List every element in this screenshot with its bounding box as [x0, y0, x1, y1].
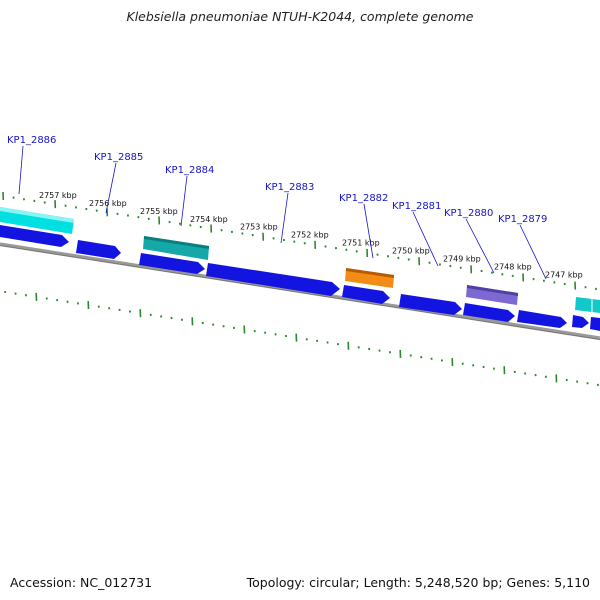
kbp-label: 2755 kbp — [140, 207, 178, 216]
gene-label-kp1-2883[interactable]: KP1_2883 — [265, 182, 314, 193]
gene-arrow[interactable] — [463, 303, 515, 322]
gene-label-kp1-2880[interactable]: KP1_2880 — [444, 208, 493, 219]
gene-labels: KP1_2886 KP1_2885 KP1_2884 KP1_2883 KP1_… — [7, 135, 547, 280]
feature-track — [0, 207, 600, 313]
kbp-label: 2751 kbp — [342, 239, 380, 248]
gene-label-kp1-2886[interactable]: KP1_2886 — [7, 135, 56, 146]
gene-arrow[interactable] — [517, 310, 567, 328]
accession-text: Accession: NC_012731 — [10, 575, 153, 590]
kbp-label: 2748 kbp — [494, 262, 532, 271]
gene-arrow[interactable] — [206, 263, 340, 296]
forward-genes — [0, 225, 600, 331]
gene-label-kp1-2882[interactable]: KP1_2882 — [339, 193, 388, 204]
gene-arrow[interactable] — [342, 285, 390, 304]
feature-edge-cyan[interactable] — [575, 297, 600, 313]
gene-arrow[interactable] — [0, 225, 69, 247]
feature-kp1-2882[interactable] — [345, 268, 394, 288]
kbp-label: 2754 kbp — [190, 215, 228, 224]
map-title: Klebsiella pneumoniae NTUH-K2044, comple… — [126, 9, 474, 24]
kbp-label: 2750 kbp — [392, 246, 430, 255]
gene-label-kp1-2884[interactable]: KP1_2884 — [165, 165, 214, 176]
kbp-label: 2752 kbp — [291, 231, 329, 240]
gene-arrow[interactable] — [76, 240, 121, 259]
gene-label-kp1-2879[interactable]: KP1_2879 — [498, 214, 547, 225]
feature-kp1-2884[interactable] — [143, 236, 209, 260]
gene-label-kp1-2885[interactable]: KP1_2885 — [94, 152, 143, 163]
gene-arrow[interactable] — [572, 315, 589, 328]
kbp-label: 2753 kbp — [240, 223, 278, 232]
gene-label-kp1-2881[interactable]: KP1_2881 — [392, 201, 441, 212]
kbp-label: 2757 kbp — [39, 191, 77, 200]
kbp-label: 2747 kbp — [545, 270, 583, 279]
kbp-label: 2749 kbp — [443, 254, 481, 263]
gene-arrow[interactable] — [139, 253, 205, 274]
outer-tick-ring — [2, 191, 597, 291]
genome-summary-text: Topology: circular; Length: 5,248,520 bp… — [246, 575, 590, 590]
inner-tick-ring — [4, 290, 599, 387]
gene-arrow[interactable] — [399, 294, 462, 315]
gene-arrow[interactable] — [590, 317, 600, 331]
feature-kp1-2880[interactable] — [466, 285, 518, 305]
